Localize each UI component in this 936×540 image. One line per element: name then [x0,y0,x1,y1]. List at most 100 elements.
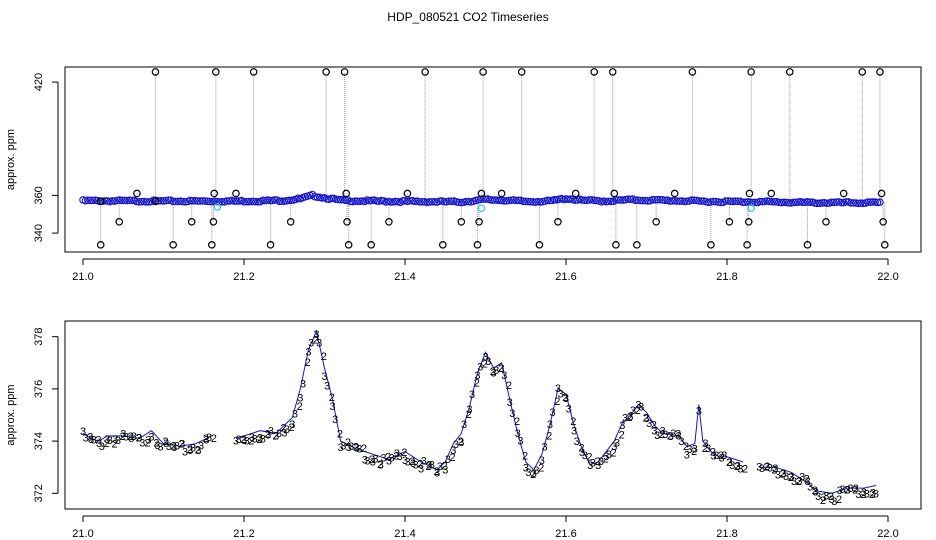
baseline-point [346,197,355,206]
outlier-point [880,241,889,249]
series-marker-blue: 3 [249,432,255,444]
baseline-point [440,197,448,206]
series-marker-blue: 3 [729,460,735,472]
x-tick-label: 22.0 [877,271,898,283]
baseline-point [789,198,798,207]
series-marker-blue: 3 [429,459,435,471]
baseline-point [430,198,439,206]
series-marker-blue: 3 [864,489,870,501]
series-marker-blue: 3 [128,433,134,445]
baseline-point [724,197,732,205]
series-marker-blue: 3 [426,459,432,471]
baseline-point [415,198,424,206]
baseline-point [101,197,109,205]
series-marker-green: 2 [187,444,193,456]
outlier-point [839,189,848,198]
bottom-panel: 3323323323323323323323323323323323323323… [5,320,922,540]
outlier-point [879,217,887,226]
baseline-point [495,196,504,205]
outlier-point [612,241,620,249]
series-marker-green: 2 [369,454,375,466]
y-tick-label: 420 [33,73,45,91]
series-marker-green: 2 [860,489,866,501]
series-marker-blue: 3 [273,431,279,443]
series-marker-blue: 3 [831,496,837,508]
outlier-point [210,189,219,198]
series-marker-green: 2 [409,456,415,468]
series-marker-blue: 3 [120,428,126,440]
baseline-point [768,197,776,206]
baseline-point [837,198,846,207]
baseline-point [799,198,807,207]
cyan-point [213,203,222,211]
series-marker-green: 2 [203,433,209,445]
series-marker-blue: 3 [474,370,480,382]
series-marker-blue: 3 [501,370,507,382]
series-marker-blue: 3 [402,455,408,467]
y-tick-label: 372 [33,484,45,502]
baseline-point [806,198,814,206]
series-marker-blue: 3 [260,434,266,446]
baseline-point [193,197,202,205]
series-marker-blue: 3 [115,435,121,447]
baseline-point [512,196,520,205]
series-marker-blue: 3 [861,487,867,499]
series-marker-blue: 3 [450,445,456,457]
series-marker-blue: 3 [853,483,859,495]
outlier-point [96,197,105,206]
baseline-point [604,197,613,206]
series-marker-blue: 3 [340,441,346,453]
series-marker-blue: 3 [541,441,547,453]
baseline-point [854,199,862,208]
series-marker-green: 2 [594,456,600,468]
outlier-point [822,217,830,226]
baseline-point [249,197,258,206]
baseline-point [254,198,262,206]
baseline-point [729,197,737,206]
x-tick-label: 21.6 [555,528,576,540]
series-marker-blue: 3 [595,460,601,472]
baseline-point [84,196,92,204]
series-marker-blue: 3 [662,429,668,441]
baseline-point [791,198,800,207]
top-x-axis: 21.0 21.2 21.4 21.6 21.8 22.0 [72,258,899,283]
baseline-point [135,198,143,206]
series-marker-green: 2 [313,334,319,346]
series-marker-blue: 3 [587,460,593,472]
baseline-point [336,195,345,204]
baseline-point [189,197,197,205]
baseline-point [213,197,221,206]
baseline-point [751,198,759,207]
series-marker-blue: 3 [598,456,604,468]
series-marker-blue: 3 [482,352,488,364]
top-y-axis: 340 360 420 [33,73,59,242]
baseline-point [191,196,199,205]
top-cyan-markers [213,203,756,213]
series-marker-blue: 3 [346,442,352,454]
outlier-point [688,68,697,76]
series-marker-blue: 3 [104,434,110,446]
outlier-point [477,189,486,198]
series-marker-blue: 3 [525,467,531,479]
baseline-point [428,198,436,206]
series-marker-blue: 3 [316,337,322,349]
outlier-point [342,189,351,198]
baseline-point [457,198,466,207]
baseline-point [631,196,640,205]
x-tick-label: 21.8 [716,271,737,283]
series-marker-blue: 3 [756,461,762,473]
series-marker-blue: 3 [686,444,692,456]
baseline-point [125,196,134,204]
series-marker-blue: 3 [265,429,271,441]
outlier-point [707,241,715,249]
series-marker-blue: 3 [839,484,845,496]
series-marker-blue: 3 [281,428,287,440]
baseline-point [462,197,470,206]
baseline-point [252,197,260,206]
baseline-point [201,197,209,205]
outlier-point [151,68,160,76]
series-marker-blue: 3 [515,428,521,440]
series-marker-blue: 3 [823,490,829,502]
baseline-point [271,196,279,204]
